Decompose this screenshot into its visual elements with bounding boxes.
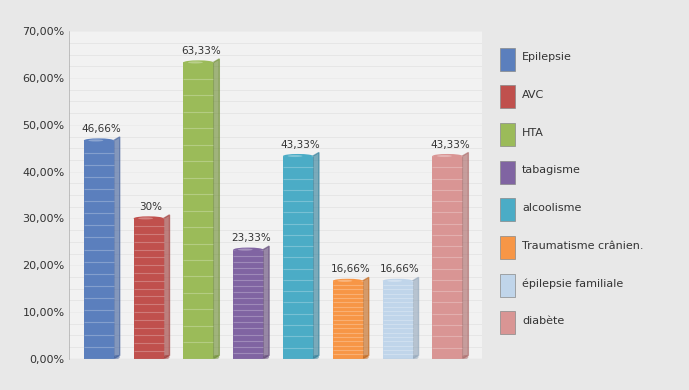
Bar [283, 156, 313, 359]
Bar [234, 250, 263, 359]
Text: 43,33%: 43,33% [280, 140, 320, 150]
Text: 43,33%: 43,33% [430, 140, 470, 150]
Ellipse shape [138, 217, 153, 220]
Text: Epilepsie: Epilepsie [522, 52, 572, 62]
Text: 30%: 30% [140, 202, 163, 212]
Bar [500, 48, 515, 71]
Ellipse shape [188, 61, 203, 64]
Text: alcoolisme: alcoolisme [522, 203, 582, 213]
Ellipse shape [338, 280, 352, 282]
Bar [500, 123, 515, 146]
Ellipse shape [413, 355, 418, 359]
Ellipse shape [84, 138, 114, 142]
Text: Traumatisme crânien.: Traumatisme crânien. [522, 241, 644, 251]
Text: 46,66%: 46,66% [81, 124, 121, 134]
Ellipse shape [114, 355, 120, 359]
Ellipse shape [437, 155, 452, 157]
Ellipse shape [163, 355, 169, 359]
Polygon shape [313, 152, 319, 359]
Bar [500, 311, 515, 334]
Bar [500, 85, 515, 108]
Bar [134, 218, 163, 359]
Polygon shape [413, 277, 418, 359]
Text: tabagisme: tabagisme [522, 165, 581, 176]
Text: épilepsie familiale: épilepsie familiale [522, 278, 624, 289]
Bar [500, 274, 515, 296]
Bar [500, 198, 515, 221]
Ellipse shape [183, 60, 214, 64]
Ellipse shape [283, 154, 313, 158]
Ellipse shape [287, 155, 302, 157]
Bar [84, 140, 114, 359]
Ellipse shape [214, 355, 219, 359]
Ellipse shape [462, 355, 469, 359]
Bar [183, 62, 214, 359]
Ellipse shape [313, 355, 319, 359]
Polygon shape [462, 152, 469, 359]
Ellipse shape [238, 248, 253, 251]
Ellipse shape [134, 216, 163, 220]
Text: 16,66%: 16,66% [331, 264, 370, 275]
Polygon shape [363, 277, 369, 359]
Polygon shape [114, 137, 120, 359]
Ellipse shape [433, 154, 462, 158]
Polygon shape [163, 215, 169, 359]
Text: HTA: HTA [522, 128, 544, 138]
Polygon shape [214, 59, 219, 359]
Text: 16,66%: 16,66% [380, 264, 420, 275]
Ellipse shape [333, 279, 363, 283]
Bar [500, 236, 515, 259]
Ellipse shape [88, 139, 103, 142]
Text: AVC: AVC [522, 90, 544, 100]
Bar [333, 281, 363, 359]
Bar [433, 156, 462, 359]
Bar [500, 161, 515, 184]
Text: diabète: diabète [522, 316, 564, 326]
Ellipse shape [387, 280, 402, 282]
Ellipse shape [263, 355, 269, 359]
Ellipse shape [382, 279, 413, 283]
Bar [382, 281, 413, 359]
Text: 63,33%: 63,33% [181, 46, 220, 56]
Text: 23,33%: 23,33% [231, 233, 271, 243]
Ellipse shape [234, 248, 263, 252]
Ellipse shape [363, 355, 369, 359]
Polygon shape [263, 246, 269, 359]
